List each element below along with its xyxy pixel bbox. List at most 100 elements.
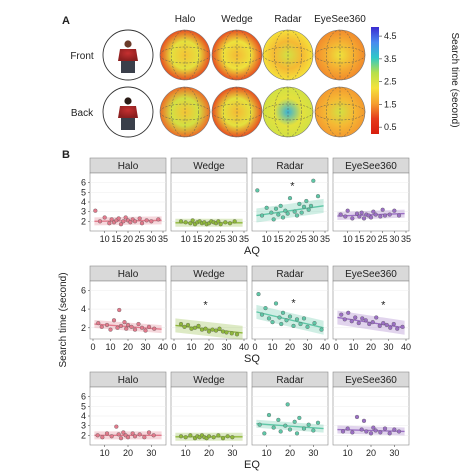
y-tick-label: 6 <box>81 285 86 295</box>
data-point <box>354 414 360 420</box>
x-tick-label: 20 <box>123 342 133 352</box>
data-point <box>294 317 300 322</box>
data-point <box>188 433 193 438</box>
data-point <box>359 210 364 215</box>
y-tick-label: 5 <box>81 187 86 197</box>
regression-line <box>337 212 405 217</box>
viewer-torso <box>118 106 138 118</box>
data-point <box>368 431 374 436</box>
data-point <box>345 426 350 431</box>
data-point <box>354 211 360 216</box>
y-tick-label: 6 <box>81 178 86 188</box>
x-tick-label: 10 <box>343 448 353 458</box>
data-point <box>199 327 205 332</box>
data-point <box>144 218 149 223</box>
x-tick-label: 10 <box>262 448 272 458</box>
x-tick-label: 30 <box>221 342 231 352</box>
x-tick-label: 30 <box>308 448 318 458</box>
heatmap-sphere-front-halo <box>159 29 211 81</box>
x-tick-label: 0 <box>90 342 95 352</box>
x-axis-label: AQ <box>244 245 260 257</box>
data-point <box>273 206 279 211</box>
data-point <box>188 221 193 226</box>
data-point <box>283 423 288 428</box>
data-point <box>220 436 226 441</box>
data-point <box>229 331 234 336</box>
x-tick-label: 30 <box>302 342 312 352</box>
data-point <box>255 188 260 193</box>
data-point <box>109 434 114 439</box>
regression-line <box>256 311 324 329</box>
x-tick-label: 0 <box>333 342 338 352</box>
y-tick-label: 2 <box>81 323 86 333</box>
x-tick-label: 30 <box>308 234 318 244</box>
data-point <box>125 435 131 440</box>
data-point <box>276 417 281 422</box>
data-point <box>117 307 122 313</box>
colorbar-tick-label: 1.5 <box>384 99 397 109</box>
data-point <box>269 210 274 215</box>
row-labels: Front Back <box>70 51 94 119</box>
data-point <box>371 425 376 430</box>
colorbar-ticks: 4.5 3.5 2.5 1.5 0.5 <box>379 31 397 132</box>
row-label-back: Back <box>71 108 94 119</box>
x-tick-label: 10 <box>267 342 277 352</box>
x-tick-label: 25 <box>216 234 226 244</box>
data-point <box>95 433 100 438</box>
colorbar-label: Search time (second) <box>449 32 460 127</box>
data-point <box>137 432 142 437</box>
x-tick-label: 20 <box>366 234 376 244</box>
data-point <box>128 220 133 225</box>
facet-title: Wedge <box>193 269 225 280</box>
data-point <box>178 219 184 224</box>
x-tick-label: 20 <box>285 234 295 244</box>
x-tick-label: 25 <box>297 234 307 244</box>
x-tick-label: 10 <box>348 342 358 352</box>
facet-title: EyeSee360 <box>345 375 397 386</box>
x-tick-label: 40 <box>320 342 330 352</box>
facet-eyesee360: EyeSee360 * 0 10 20 30 40 <box>332 265 411 352</box>
x-tick-label: 10 <box>186 342 196 352</box>
x-axis-label: EQ <box>244 459 260 471</box>
facet-wedge: Wedge 10 20 30 <box>170 371 248 458</box>
data-point <box>338 212 343 217</box>
data-point <box>132 327 138 332</box>
data-point <box>370 320 375 325</box>
data-point <box>319 327 324 332</box>
data-point <box>285 402 290 407</box>
data-point <box>371 209 376 214</box>
data-point <box>359 427 364 432</box>
data-point <box>271 217 276 222</box>
data-point <box>297 201 302 207</box>
data-point <box>373 212 378 217</box>
x-tick-label: 30 <box>383 342 393 352</box>
data-point <box>107 221 112 226</box>
data-point <box>382 213 388 218</box>
condition-titles: Halo Wedge Radar EyeSee360 <box>175 14 367 25</box>
data-point <box>136 321 141 327</box>
x-tick-label: 15 <box>354 234 364 244</box>
data-point <box>206 329 212 334</box>
x-tick-label: 20 <box>366 448 376 458</box>
data-point <box>280 310 286 315</box>
data-point <box>287 427 293 432</box>
y-tick-label: 4 <box>81 411 86 421</box>
x-tick-label: 35 <box>320 234 330 244</box>
data-point <box>217 326 222 331</box>
data-point <box>357 214 362 219</box>
search-time-axis-label: Search time (second) <box>58 272 69 367</box>
x-tick-label: 20 <box>204 234 214 244</box>
data-point <box>367 321 372 327</box>
x-tick-label: 10 <box>100 448 110 458</box>
data-point <box>146 430 152 435</box>
data-point <box>342 317 347 322</box>
x-tick-label: 20 <box>285 342 295 352</box>
y-tick-label: 5 <box>81 401 86 411</box>
data-point <box>114 424 119 429</box>
facet-title: EyeSee360 <box>345 161 397 172</box>
significance-star: * <box>381 299 386 311</box>
data-point <box>271 425 276 430</box>
